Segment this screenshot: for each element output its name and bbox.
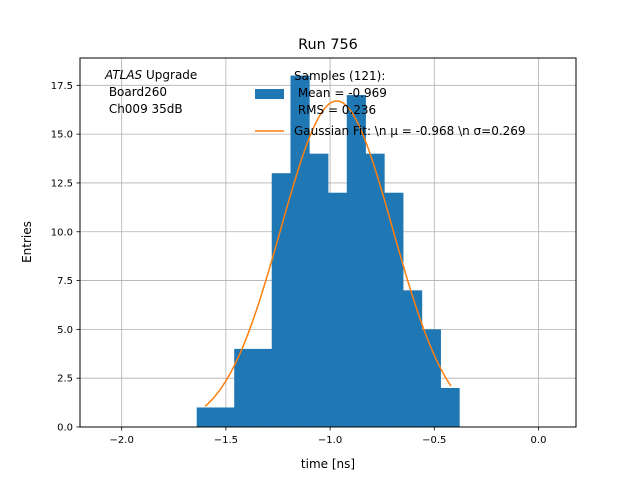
- y-tick-label: 10.0: [51, 227, 73, 238]
- legend-histogram-rms: RMS = 0.236: [294, 103, 376, 117]
- histogram-bar: [440, 387, 460, 427]
- y-axis-label: Entries: [20, 221, 34, 263]
- histogram-bar: [309, 153, 329, 427]
- gaussian-fit-line: [204, 100, 452, 407]
- upgrade-text: Upgrade: [142, 68, 197, 82]
- x-tick-label: −2.0: [110, 435, 134, 446]
- histogram-bar: [271, 173, 291, 427]
- atlas-italic: ATLAS: [104, 68, 143, 82]
- histogram-bar: [421, 329, 441, 427]
- legend-histogram-swatch: [255, 89, 284, 99]
- y-tick-label: 0.0: [57, 423, 73, 434]
- annotation-line-3: Ch009 35dB: [105, 102, 183, 116]
- y-tick-label: 5.0: [57, 325, 73, 336]
- plot-area: [80, 58, 576, 428]
- legend-histogram-mean: Mean = -0.969: [294, 86, 387, 100]
- x-tick-label: −0.5: [422, 435, 446, 446]
- legend: Samples (121): Mean = -0.969 RMS = 0.236…: [255, 69, 526, 138]
- x-tick-label: −1.0: [318, 435, 342, 446]
- histogram-bar: [215, 407, 235, 427]
- histogram-bar: [346, 95, 366, 427]
- annotation-line-2: Board260: [105, 85, 167, 99]
- x-tick-label: −1.5: [214, 435, 238, 446]
- y-tick-label: 2.5: [57, 374, 73, 385]
- y-tick-label: 15.0: [51, 130, 73, 141]
- histogram-bar: [384, 192, 404, 427]
- y-tick-label: 12.5: [51, 178, 73, 189]
- legend-fit-name: Gaussian Fit: \n μ = -0.968 \n σ=0.269: [294, 124, 526, 138]
- histogram-bar: [196, 407, 216, 427]
- x-axis-label: time [ns]: [301, 457, 355, 471]
- histogram-bar: [365, 153, 385, 427]
- histogram-bar: [403, 290, 423, 427]
- x-tick-label: 0.0: [531, 435, 547, 446]
- legend-histogram-name: Samples (121):: [294, 69, 385, 83]
- histogram-bar: [234, 348, 254, 427]
- histogram-bar: [290, 75, 310, 428]
- y-tick-label: 7.5: [57, 276, 73, 287]
- chart-title: Run 756: [298, 37, 358, 53]
- tick-layer: −2.0 −1.5 −1.0 −0.5 0.0 0.0 2.5 5.0 7.5 10.0 12.5 1…: [51, 81, 547, 446]
- annotation-line-1: ATLAS Upgrade: [104, 68, 197, 82]
- axes-frame: [79, 57, 577, 428]
- histogram-bar: [252, 348, 273, 427]
- histogram-bar: [328, 192, 348, 427]
- y-tick-label: 17.5: [51, 81, 73, 92]
- annotation-text: ATLAS Upgrade Board260 Ch009 35dB: [104, 68, 197, 116]
